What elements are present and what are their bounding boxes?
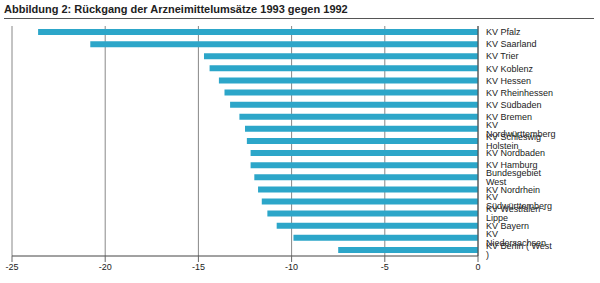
svg-text:KV Berlin ( West): KV Berlin ( West) bbox=[486, 241, 552, 260]
svg-text:KV Saarland: KV Saarland bbox=[486, 39, 537, 49]
svg-text:-20: -20 bbox=[99, 262, 112, 272]
svg-text:-25: -25 bbox=[8, 262, 19, 272]
svg-text:0: 0 bbox=[475, 262, 480, 272]
svg-text:-10: -10 bbox=[285, 262, 298, 272]
svg-text:KV Nordbaden: KV Nordbaden bbox=[486, 148, 545, 158]
svg-text:KV Südbaden: KV Südbaden bbox=[486, 100, 542, 110]
svg-text:KV Koblenz: KV Koblenz bbox=[486, 64, 534, 74]
svg-text:KV Trier: KV Trier bbox=[486, 51, 519, 61]
svg-text:-5: -5 bbox=[381, 262, 389, 272]
svg-text:KV Rheinhessen: KV Rheinhessen bbox=[486, 88, 553, 98]
svg-text:KV Pfalz: KV Pfalz bbox=[486, 27, 521, 37]
svg-text:KV Hessen: KV Hessen bbox=[486, 76, 531, 86]
svg-text:-15: -15 bbox=[192, 262, 205, 272]
